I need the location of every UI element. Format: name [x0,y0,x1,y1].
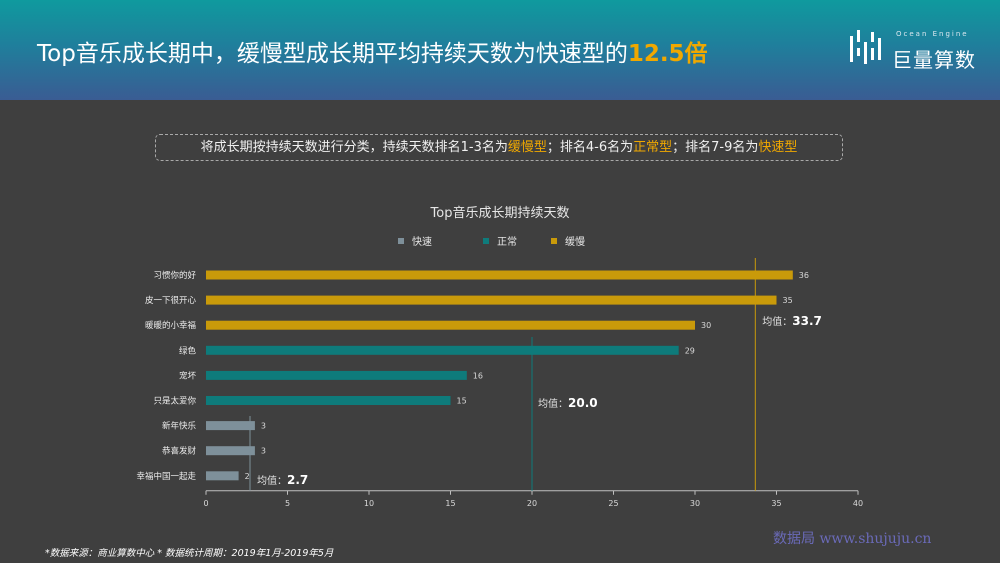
bar [206,446,255,456]
bar [206,421,255,431]
bar-value-label: 16 [473,371,483,380]
average-value: 20.0 [568,396,598,410]
legend-swatch [551,238,557,244]
bar [206,295,777,305]
x-tick-label: 15 [445,499,455,508]
average-value: 2.7 [287,473,308,487]
bar [206,471,239,481]
bar [206,320,695,330]
legend-swatch [398,238,404,244]
legend-swatch [483,238,489,244]
x-tick-label: 5 [285,499,290,508]
title-highlight: 12.5倍 [627,41,708,67]
legend-label: 缓慢 [565,235,585,248]
average-value: 33.7 [792,314,822,328]
note-text-1: 将成长期按持续天数进行分类，持续天数排名1-3名为 [200,140,508,155]
classification-note: 将成长期按持续天数进行分类，持续天数排名1-3名为缓慢型；排名4-6名为正常型；… [155,134,843,161]
legend-label: 快速 [412,236,432,248]
watermark: 数据局 www.shujuju.cn [773,531,932,547]
bar [206,396,451,405]
note-text-2: ；排名4-6名为 [546,140,634,155]
x-tick-label: 30 [690,499,700,508]
note-text-3: ；排名7-9名为 [672,140,759,155]
note-highlight-slow: 缓慢型 [507,140,547,155]
data-source: *数据来源：商业算数中心 * 数据统计周期：2019年1月-2019年5月 [45,548,334,559]
bar-value-label: 2 [245,472,250,481]
category-label: 只是太爱你 [153,396,196,407]
note-highlight-normal: 正常型 [633,140,673,155]
page-title: Top音乐成长期中，缓慢型成长期平均持续天数为快速型的12.5倍 [37,34,708,68]
legend-label: 正常 [497,235,517,248]
category-label: 习惯你的好 [153,270,196,281]
category-label: 新年快乐 [162,421,197,432]
x-tick-label: 40 [853,499,863,508]
x-tick-label: 0 [203,499,208,508]
bar [206,370,467,380]
bar [206,345,679,355]
x-tick-label: 25 [608,499,618,508]
x-tick-label: 10 [364,499,374,508]
logo-small-text: Ocean Engine [896,30,969,38]
category-label: 绿色 [179,345,197,356]
header-banner: Top音乐成长期中，缓慢型成长期平均持续天数为快速型的12.5倍 Ocean E… [0,0,1000,100]
brand-logo: Ocean Engine 巨量算数 [848,26,988,74]
bar-value-label: 15 [457,397,467,406]
bar-value-label: 3 [261,447,266,456]
chart-title: Top音乐成长期持续天数 [430,205,570,221]
average-label: 均值： [762,315,792,328]
x-tick-label: 20 [527,499,537,508]
note-highlight-fast: 快速型 [758,140,798,155]
logo-text: 巨量算数 [892,48,976,72]
category-label: 宠坏 [179,370,197,381]
logo-bars-icon [850,30,881,64]
x-tick-label: 35 [771,499,781,508]
category-label: 皮一下很开心 [145,295,197,306]
average-label: 均值： [257,474,287,487]
average-label: 均值： [538,397,568,410]
bar-value-label: 3 [261,422,266,431]
category-label: 恭喜发财 [162,446,197,457]
bar-value-label: 35 [783,296,793,305]
category-label: 暖暖的小幸福 [145,320,196,331]
bar-value-label: 30 [701,321,711,330]
category-label: 幸福中国一起走 [136,471,196,482]
bar-value-label: 29 [685,346,695,355]
bar [206,270,793,280]
bar-value-label: 36 [799,271,809,280]
title-text: Top音乐成长期中，缓慢型成长期平均持续天数为快速型的 [37,41,628,67]
